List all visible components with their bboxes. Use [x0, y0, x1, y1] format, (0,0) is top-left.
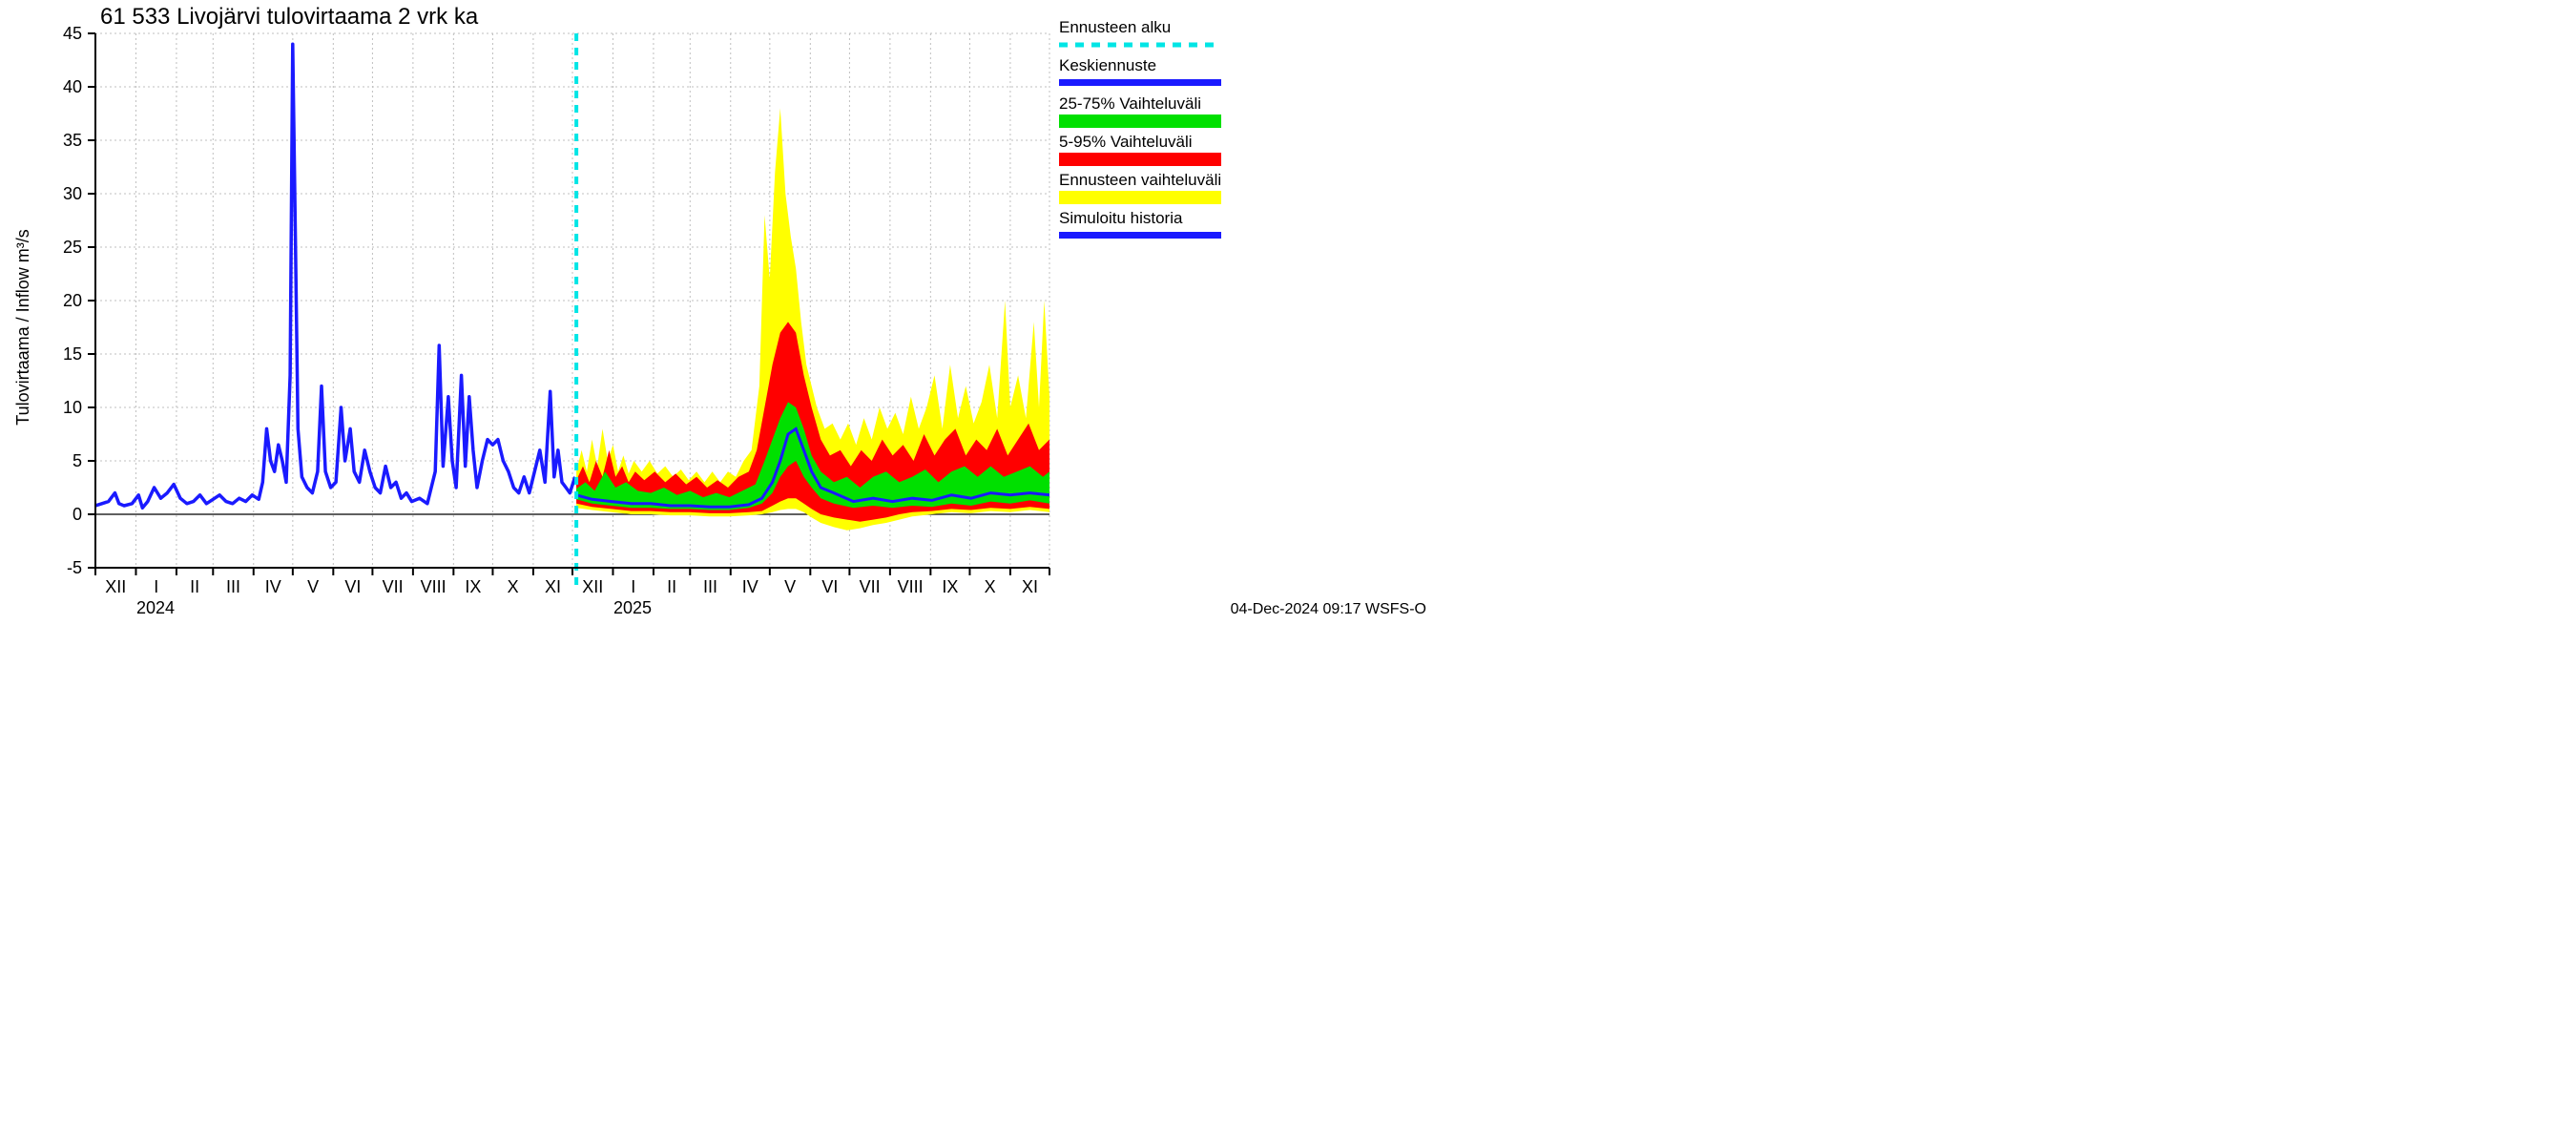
x-month-label: III	[703, 577, 717, 596]
legend-label: Simuloitu historia	[1059, 209, 1183, 227]
legend-label: Ennusteen vaihteluväli	[1059, 171, 1221, 189]
y-tick-label: 25	[63, 238, 82, 257]
y-tick-label: -5	[67, 558, 82, 577]
x-year-label: 2024	[136, 598, 175, 617]
x-month-label: V	[784, 577, 796, 596]
x-month-label: I	[631, 577, 635, 596]
legend-swatch	[1059, 114, 1221, 128]
x-month-label: XI	[545, 577, 561, 596]
inflow-forecast-chart: -5051015202530354045XIIIIIIIIIVVVIVIIVII…	[0, 0, 1431, 636]
x-month-label: VIII	[898, 577, 924, 596]
x-month-label: II	[667, 577, 676, 596]
y-tick-label: 5	[73, 451, 82, 470]
x-month-label: III	[226, 577, 240, 596]
y-tick-label: 20	[63, 291, 82, 310]
y-tick-label: 40	[63, 77, 82, 96]
x-month-label: V	[307, 577, 319, 596]
x-month-label: XII	[105, 577, 126, 596]
legend-label: 25-75% Vaihteluväli	[1059, 94, 1201, 113]
x-month-label: VIII	[421, 577, 447, 596]
legend-label: Ennusteen alku	[1059, 18, 1171, 36]
chart-title: 61 533 Livojärvi tulovirtaama 2 vrk ka	[100, 4, 479, 30]
y-tick-label: 0	[73, 505, 82, 524]
x-month-label: VII	[383, 577, 404, 596]
x-month-label: VII	[860, 577, 881, 596]
x-month-label: XII	[582, 577, 603, 596]
x-month-label: X	[508, 577, 519, 596]
x-year-label: 2025	[613, 598, 652, 617]
x-month-label: IX	[942, 577, 958, 596]
y-tick-label: 35	[63, 131, 82, 150]
x-month-label: IV	[742, 577, 758, 596]
y-tick-label: 45	[63, 24, 82, 43]
x-month-label: I	[154, 577, 158, 596]
y-tick-label: 30	[63, 184, 82, 203]
legend-swatch	[1059, 153, 1221, 166]
x-month-label: VI	[821, 577, 838, 596]
chart-footer: 04-Dec-2024 09:17 WSFS-O	[1231, 601, 1426, 617]
legend-swatch	[1059, 79, 1221, 86]
x-month-label: IV	[265, 577, 281, 596]
x-month-label: X	[985, 577, 996, 596]
legend-swatch	[1059, 232, 1221, 239]
legend-label: 5-95% Vaihteluväli	[1059, 133, 1193, 151]
x-month-label: VI	[344, 577, 361, 596]
x-month-label: IX	[465, 577, 481, 596]
x-month-label: XI	[1022, 577, 1038, 596]
legend-label: Keskiennuste	[1059, 56, 1156, 74]
y-tick-label: 15	[63, 344, 82, 364]
x-month-label: II	[190, 577, 199, 596]
y-tick-label: 10	[63, 398, 82, 417]
legend-swatch	[1059, 191, 1221, 204]
y-axis-label: Tulovirtaama / Inflow m³/s	[13, 229, 32, 425]
